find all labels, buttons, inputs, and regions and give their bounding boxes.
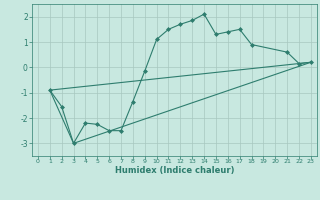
X-axis label: Humidex (Indice chaleur): Humidex (Indice chaleur) bbox=[115, 166, 234, 175]
